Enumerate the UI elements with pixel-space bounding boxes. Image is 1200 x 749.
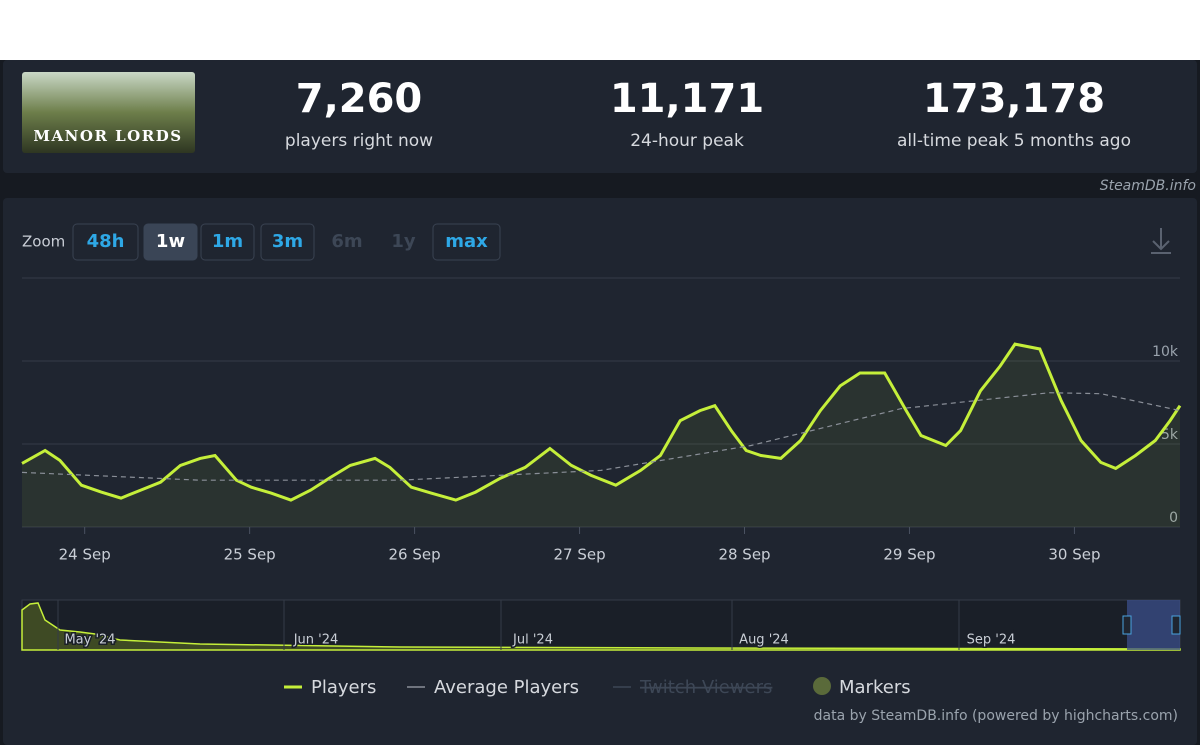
navigator-window[interactable] (1127, 600, 1180, 650)
x-tick-label: 28 Sep (718, 546, 770, 564)
y-tick-label: 0 (1169, 510, 1178, 526)
x-tick-label: 30 Sep (1048, 546, 1100, 564)
zoom-buttons: 48h 1w 1m 3m 6m 1y max (72, 223, 501, 261)
stat-label: 24-hour peak (630, 131, 744, 151)
header-panel (3, 60, 1197, 173)
y-tick-label: 10k (1152, 344, 1179, 360)
download-icon[interactable] (1151, 228, 1171, 254)
zoom-button-label[interactable]: 1m (212, 231, 243, 252)
zoom-button[interactable] (200, 223, 255, 261)
y-tick-label: 5k (1161, 427, 1179, 443)
navigator-handle[interactable] (1171, 615, 1181, 635)
zoom-button[interactable] (143, 223, 198, 261)
zoom-button-label[interactable]: 48h (87, 231, 125, 252)
navigator-label: May '24 (64, 633, 115, 648)
legend-label[interactable]: Average Players (434, 677, 579, 698)
zoom-button-label[interactable]: max (445, 231, 488, 252)
series-line (21, 392, 1181, 481)
legend-label[interactable]: Players (311, 677, 376, 698)
zoom-label: Zoom (22, 233, 65, 251)
x-tick-label: 26 Sep (389, 546, 441, 564)
zoom-button-label: 6m (331, 231, 362, 252)
game-image (22, 72, 195, 153)
series-area (22, 344, 1180, 527)
game-title: MANOR LORDS (33, 127, 182, 145)
stat-label: all-time peak 5 months ago (897, 131, 1131, 151)
zoom-button-label: 1y (391, 231, 416, 252)
zoom-button[interactable] (432, 223, 501, 261)
legend-symbol[interactable] (813, 677, 831, 695)
navigator-label: Jul '24 (512, 633, 553, 648)
credits: data by SteamDB.info (powered by highcha… (814, 708, 1178, 724)
stat-label: players right now (285, 131, 433, 151)
x-tick-label: 25 Sep (224, 546, 276, 564)
x-tick-label: 29 Sep (883, 546, 935, 564)
series-line (21, 342, 1182, 502)
zoom-button[interactable] (72, 223, 139, 261)
navigator-label: Sep '24 (967, 633, 1016, 648)
stat-value: 11,171 (610, 76, 764, 122)
navigator-handle[interactable] (1122, 615, 1132, 635)
stat-value: 173,178 (923, 76, 1105, 122)
zoom-button-label[interactable]: 1w (156, 231, 185, 252)
x-tick-label: 24 Sep (59, 546, 111, 564)
legend-label[interactable]: Markers (839, 677, 911, 698)
source: SteamDB.info (1100, 178, 1196, 194)
zoom-button[interactable] (260, 223, 315, 261)
navigator-label: Jun '24 (293, 633, 339, 648)
legend-label[interactable]: Twitch Viewers (639, 677, 772, 698)
x-tick-label: 27 Sep (553, 546, 605, 564)
navigator-label: Aug '24 (739, 633, 789, 648)
zoom-button-label[interactable]: 3m (272, 231, 303, 252)
stat-value: 7,260 (296, 76, 423, 122)
